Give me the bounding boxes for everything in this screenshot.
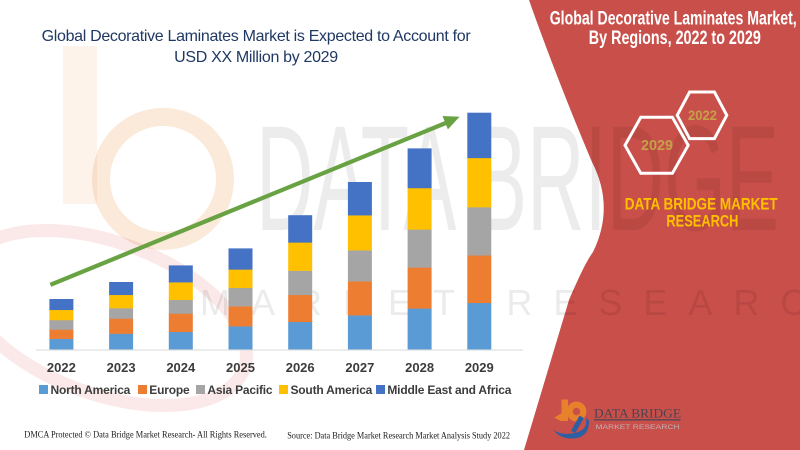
svg-text:Global Decorative Laminates Ma: Global Decorative Laminates Market, (550, 7, 797, 29)
svg-text:Source: Data Bridge Market Res: Source: Data Bridge Market Research Mark… (287, 431, 510, 441)
svg-text:MARKET RESEARCH: MARKET RESEARCH (596, 424, 680, 431)
svg-text:RESEARCH: RESEARCH (666, 212, 738, 231)
svg-text:2022: 2022 (688, 107, 717, 123)
svg-text:DATA BRIDGE MARKET: DATA BRIDGE MARKET (625, 195, 778, 214)
svg-text:By Regions, 2022 to 2029: By Regions, 2022 to 2029 (589, 27, 761, 49)
svg-text:DMCA Protected © Data Bridge M: DMCA Protected © Data Bridge Market Rese… (24, 429, 267, 440)
svg-text:DATA BRIDGE: DATA BRIDGE (256, 94, 779, 262)
svg-text:DATA BRIDGE: DATA BRIDGE (594, 406, 681, 421)
svg-text:2029: 2029 (641, 137, 673, 154)
